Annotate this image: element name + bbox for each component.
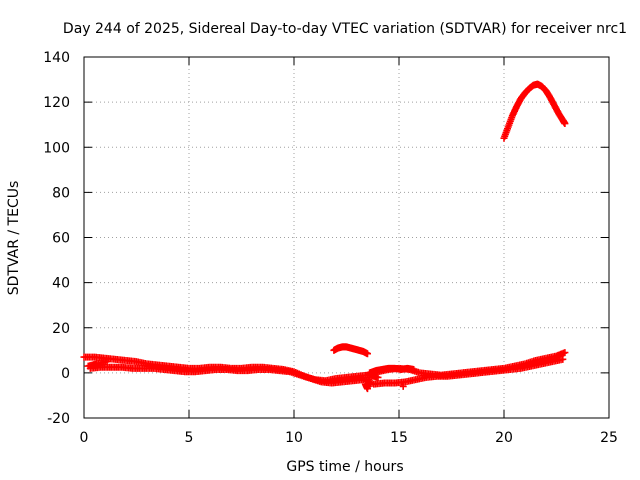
data-point bbox=[364, 350, 371, 358]
series-afternoon-segment bbox=[366, 364, 418, 377]
grid-lines bbox=[84, 57, 609, 418]
series-lower-band bbox=[86, 355, 567, 388]
y-tick-label: 0 bbox=[61, 366, 70, 382]
x-tick-label: 15 bbox=[390, 430, 408, 446]
data-point bbox=[374, 373, 382, 381]
data-point bbox=[559, 355, 567, 363]
y-tick-label: 100 bbox=[43, 140, 70, 156]
data-point bbox=[561, 120, 569, 128]
series-late-arc bbox=[500, 80, 569, 142]
data-point bbox=[410, 365, 418, 373]
x-axis-title: GPS time / hours bbox=[286, 459, 403, 475]
series-midday-arc bbox=[330, 343, 371, 358]
y-tick-label: 20 bbox=[52, 321, 70, 337]
x-tick-label: 25 bbox=[600, 430, 618, 446]
x-tick-labels: 0 5 10 15 20 25 bbox=[80, 430, 618, 446]
y-tick-label: 60 bbox=[52, 231, 70, 247]
data-point bbox=[561, 349, 569, 357]
y-tick-label: 120 bbox=[43, 95, 70, 111]
x-tick-label: 10 bbox=[285, 430, 303, 446]
data-point bbox=[103, 358, 111, 366]
y-tick-label: 80 bbox=[52, 185, 70, 201]
y-tick-labels: -20 0 20 40 60 80 100 120 140 bbox=[43, 50, 70, 427]
y-tick-label: 40 bbox=[52, 276, 70, 292]
x-tick-label: 0 bbox=[80, 430, 89, 446]
x-tick-label: 5 bbox=[185, 430, 194, 446]
y-axis-title: SDTVAR / TECUs bbox=[6, 181, 22, 296]
x-tick-label: 20 bbox=[495, 430, 513, 446]
y-tick-label: 140 bbox=[43, 50, 70, 66]
axis-ticks bbox=[83, 56, 610, 419]
chart-title: Day 244 of 2025, Sidereal Day-to-day VTE… bbox=[63, 21, 627, 37]
series-scattered-points bbox=[84, 358, 407, 393]
y-tick-label: -20 bbox=[47, 411, 70, 427]
data-point bbox=[399, 382, 407, 390]
data-points bbox=[80, 80, 569, 393]
